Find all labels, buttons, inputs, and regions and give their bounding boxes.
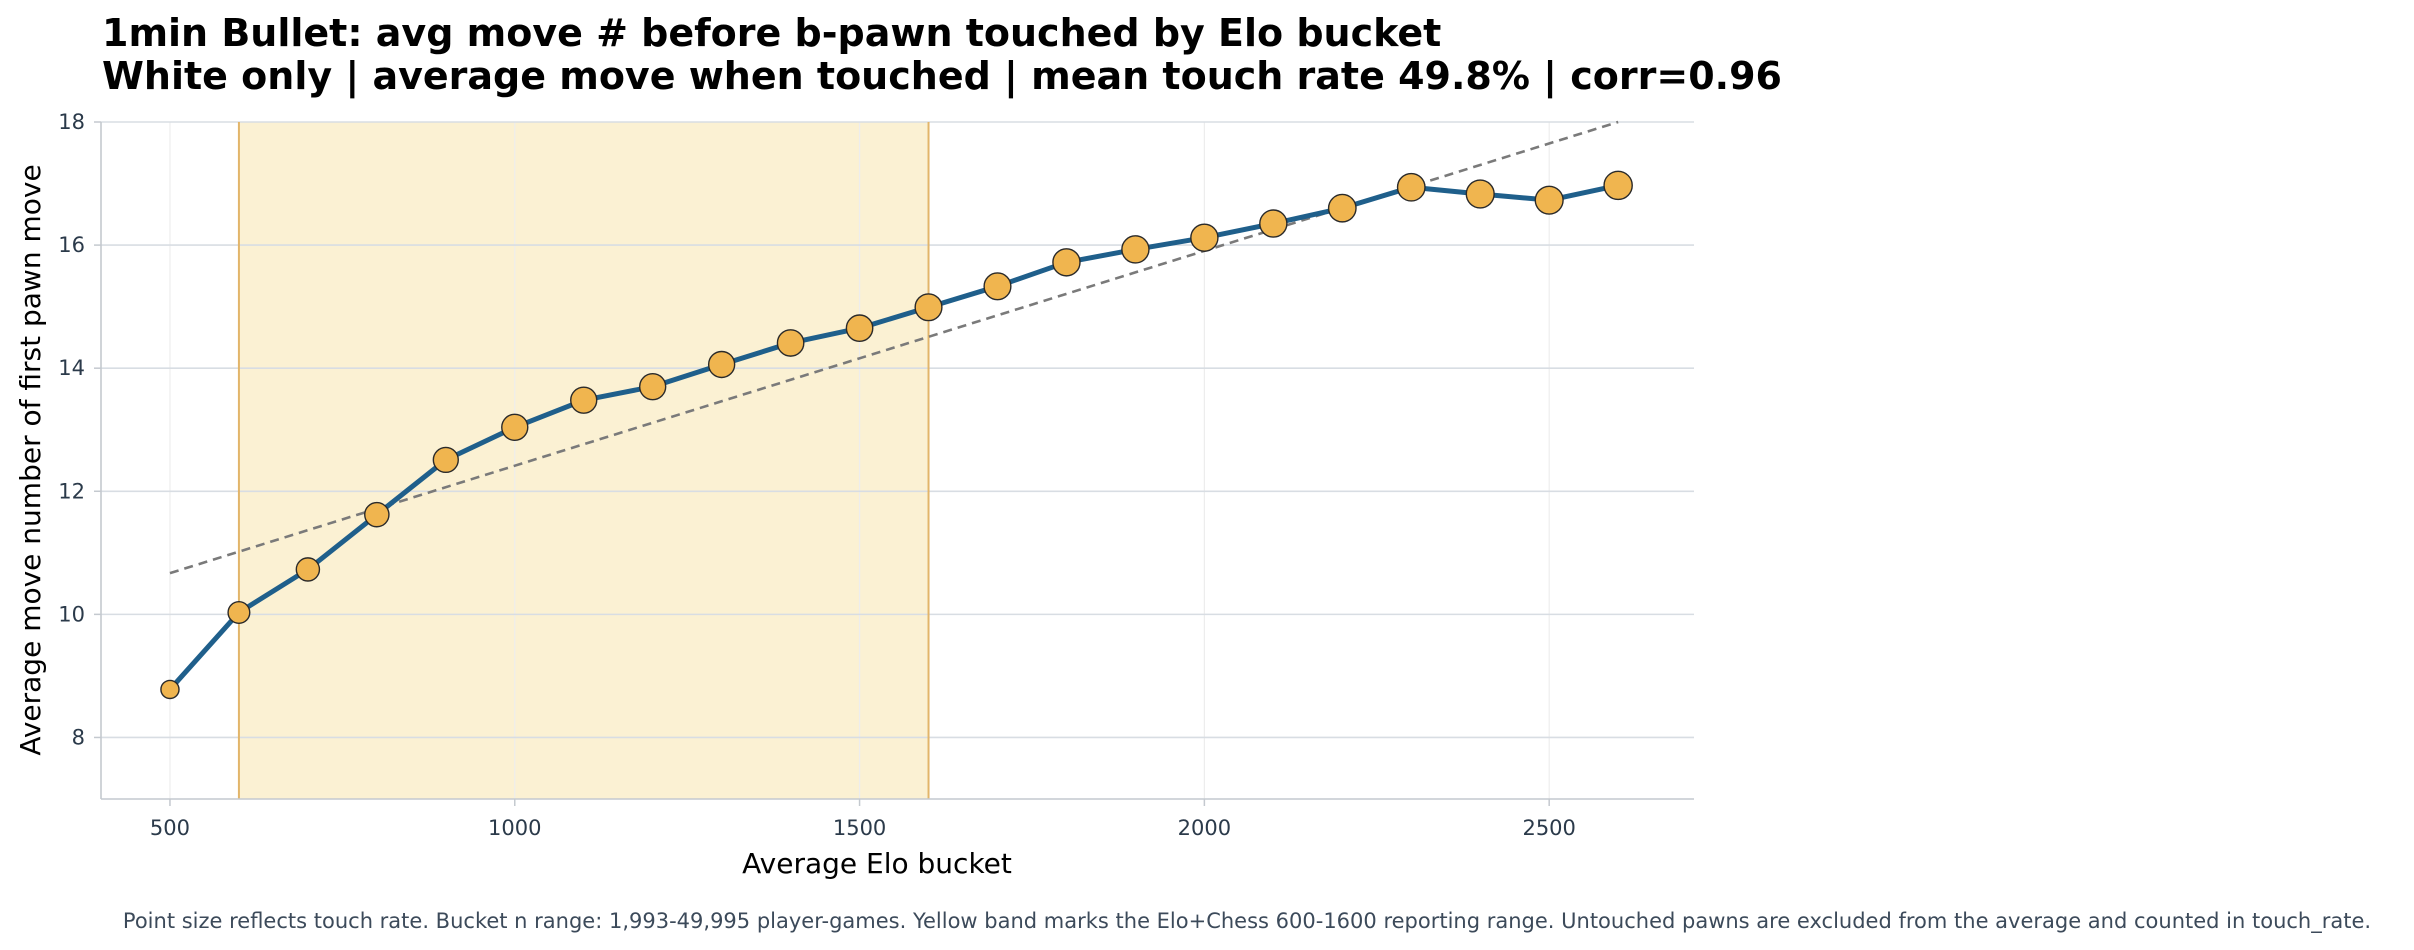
data-point-6	[570, 386, 598, 414]
data-point-3	[364, 501, 390, 528]
data-point-14	[1121, 235, 1150, 264]
data-point-1	[227, 600, 251, 625]
data-point-16	[1259, 209, 1288, 238]
series-line	[167, 182, 1621, 692]
data-point-2	[295, 557, 321, 582]
y-tick-label-5: 18	[58, 110, 85, 134]
highlight-band	[238, 122, 929, 799]
data-point-7	[638, 372, 667, 401]
data-point-17	[1327, 193, 1357, 223]
y-tick-label-3: 14	[58, 356, 85, 380]
y-tick-label-0: 8	[72, 725, 85, 749]
x-tick-label-2: 1500	[833, 816, 886, 840]
data-point-20	[1534, 185, 1564, 215]
chart-caption: Point size reflects touch rate. Bucket n…	[123, 909, 2371, 934]
data-point-11	[914, 293, 943, 322]
data-point-5	[501, 413, 529, 441]
data-point-10	[845, 314, 874, 343]
data-point-21	[1603, 170, 1633, 201]
data-point-8	[707, 350, 736, 379]
y-tick-label-2: 12	[58, 479, 85, 503]
x-axis-label: Average Elo bucket	[742, 847, 1012, 880]
data-point-19	[1465, 179, 1495, 209]
x-tick-label-3: 2000	[1178, 816, 1231, 840]
x-tick-label-1: 1000	[488, 816, 541, 840]
x-tick-label-0: 500	[150, 816, 190, 840]
y-axis-label: Average move number of first pawn move	[14, 164, 47, 755]
x-tick-label-4: 2500	[1522, 816, 1575, 840]
data-point-4	[432, 446, 459, 474]
data-point-18	[1396, 172, 1426, 202]
chart-title-line1: 1min Bullet: avg move # before b-pawn to…	[102, 11, 1441, 55]
data-point-0	[160, 679, 180, 700]
data-point-13	[1052, 248, 1081, 277]
data-point-15	[1190, 223, 1219, 252]
chart-title-line2: White only | average move when touched |…	[102, 54, 1782, 99]
plot-area: 500 1000 1500 2000 2500 8 10 12 14 16 18	[58, 110, 1694, 840]
y-tick-label-1: 10	[58, 602, 85, 626]
data-point-9	[776, 329, 805, 357]
y-tick-label-4: 16	[58, 233, 85, 257]
data-point-12	[983, 272, 1012, 301]
